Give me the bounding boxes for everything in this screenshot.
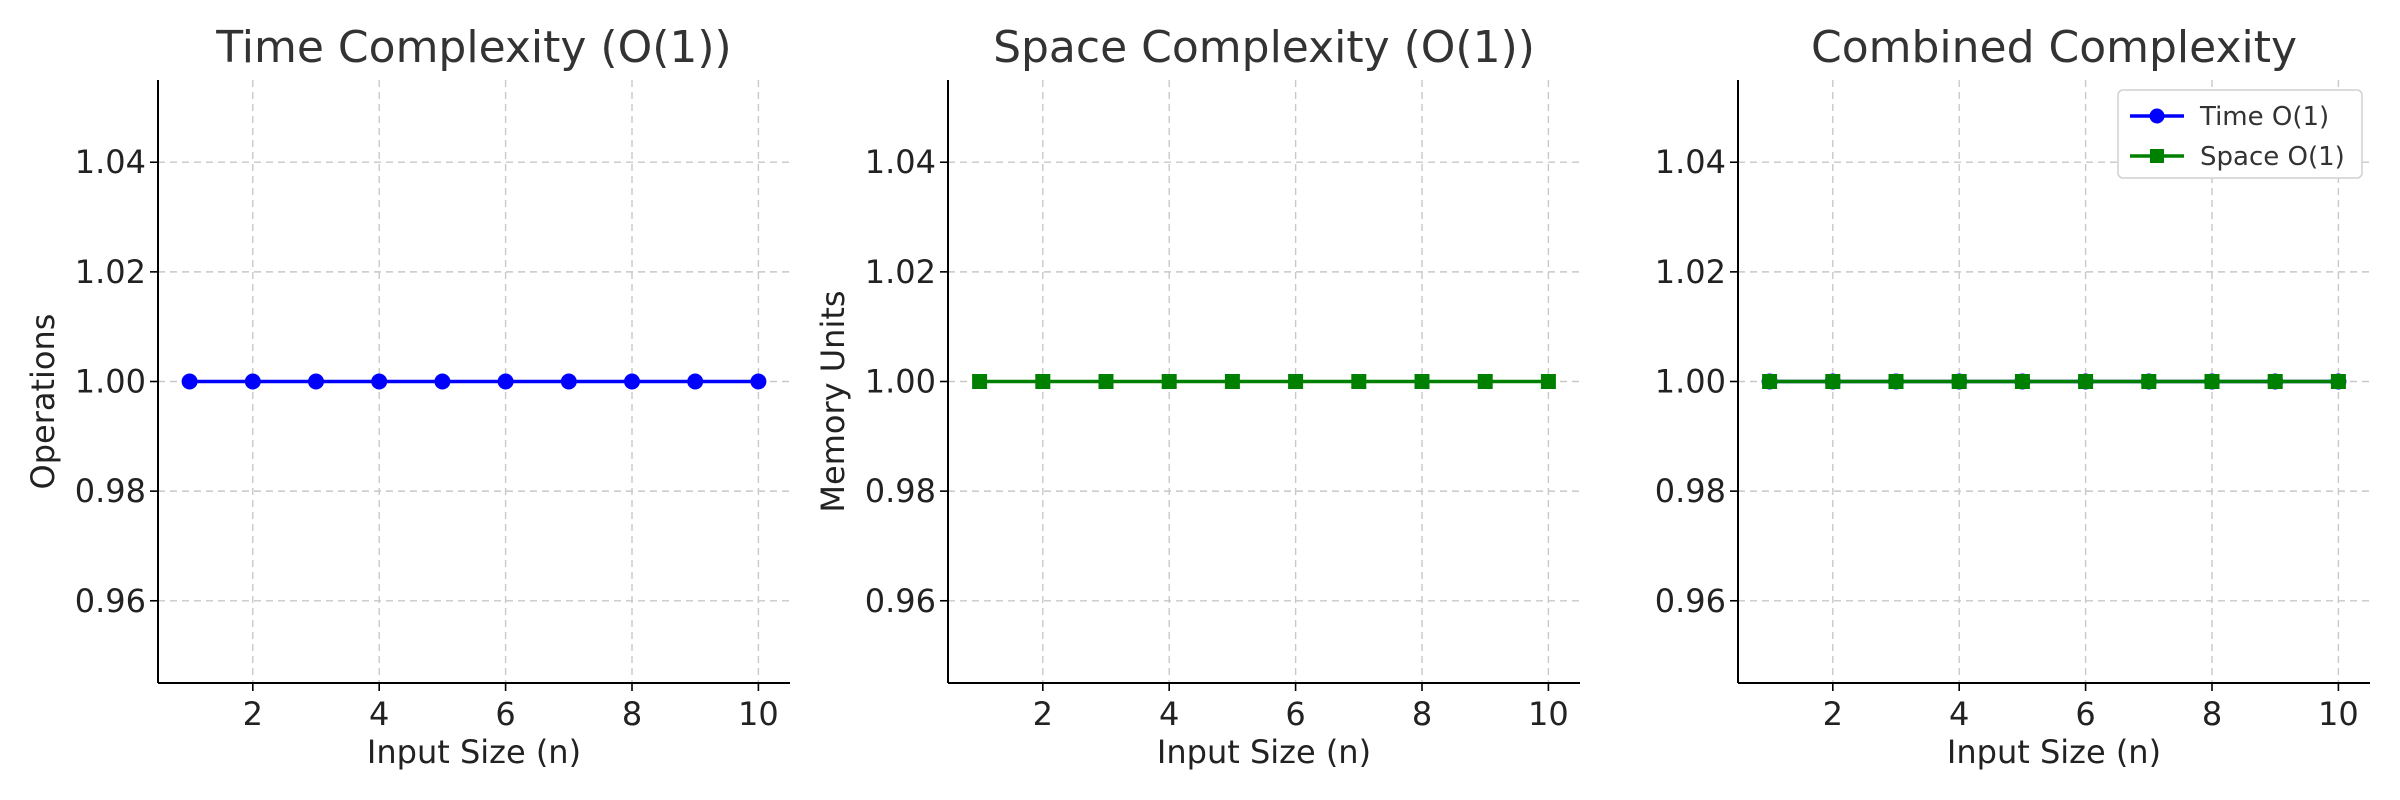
x-tick-label: 10 [2318,695,2359,733]
x-axis-label: Input Size (n) [1157,733,1371,771]
x-tick-label: 8 [2202,695,2222,733]
y-tick-label: 1.02 [1655,253,1726,291]
data-point [1161,374,1177,389]
data-point [2014,374,2030,389]
x-tick-label: 8 [1412,695,1432,733]
y-tick-label: 1.04 [75,143,146,181]
x-tick-label: 4 [369,695,389,733]
x-tick-label: 8 [622,695,642,733]
data-point [1035,374,1051,389]
legend-entry-label: Time O(1) [2199,102,2329,132]
y-tick-label: 1.00 [75,363,146,401]
chart-panel-1: 2 4 6 8 10 0.96 0.98 1.00 1.02 1.04 Time Complexit… [24,22,790,771]
y-tick-label: 0.98 [865,472,936,510]
data-point [2330,374,2346,389]
data-point [1888,374,1904,389]
legend-swatch-marker [2150,149,2164,163]
x-tick-label: 4 [1159,695,1179,733]
data-point [1951,374,1967,389]
chart-title: Combined Complexity [1811,22,2297,73]
x-tick-label: 6 [1285,695,1305,733]
y-tick-label: 1.00 [1655,363,1726,401]
data-point [1098,374,1114,389]
data-point [1540,374,1556,389]
data-point [972,374,988,389]
data-point [434,373,451,390]
legend: Time O(1) Space O(1) [2117,89,2363,179]
data-point [560,373,577,390]
y-tick-label: 0.98 [75,472,146,510]
data-point [2141,374,2157,389]
x-tick-label: 6 [495,695,515,733]
data-point [2267,374,2283,389]
data-point [497,373,514,390]
x-tick-label: 10 [738,695,779,733]
data-point [687,373,704,390]
y-axis-label: Operations [24,314,62,490]
x-tick-label: 10 [1528,695,1569,733]
series-2 [1762,374,2346,389]
data-point [1351,374,1367,389]
data-point [1288,374,1304,389]
data-point [1477,374,1493,389]
data-point [1825,374,1841,389]
x-tick-label: 6 [2075,695,2095,733]
y-tick-label: 1.04 [865,143,936,181]
data-point [1762,374,1778,389]
data-point [308,373,324,390]
data-point [1224,374,1240,389]
x-tick-label: 2 [1823,695,1843,733]
legend-entry-label: Space O(1) [2200,142,2345,172]
data-point [624,373,640,390]
series-1 [972,374,1556,389]
x-tick-label: 2 [243,695,263,733]
chart-panel-3: 2 4 6 8 10 0.96 0.98 1.00 1.02 1.04 Combined Compl… [1655,22,2370,771]
y-tick-label: 1.04 [1655,143,1726,181]
data-point [2078,374,2094,389]
y-axis-label: Memory Units [814,290,852,512]
data-point [181,373,198,390]
y-tick-label: 0.96 [865,582,936,620]
chart-title: Space Complexity (O(1)) [993,22,1535,73]
y-tick-label: 0.98 [1655,472,1726,510]
data-point [2204,374,2220,389]
x-axis-label: Input Size (n) [1947,733,2161,771]
data-point [750,373,767,390]
chart-title: Time Complexity (O(1)) [215,22,731,73]
chart-panel-2: 2 4 6 8 10 0.96 0.98 1.00 1.02 1.04 Space Complexi… [814,22,1580,771]
y-tick-label: 1.02 [75,253,146,291]
x-tick-label: 4 [1949,695,1969,733]
y-tick-label: 0.96 [75,582,146,620]
data-point [371,373,388,390]
x-axis-label: Input Size (n) [367,733,581,771]
legend-swatch-marker [2149,108,2165,124]
series-1 [181,373,767,390]
data-point [244,373,261,390]
y-tick-label: 1.00 [865,363,936,401]
y-tick-label: 0.96 [1655,582,1726,620]
x-tick-label: 2 [1033,695,1053,733]
data-point [1414,374,1430,389]
y-tick-label: 1.02 [865,253,936,291]
